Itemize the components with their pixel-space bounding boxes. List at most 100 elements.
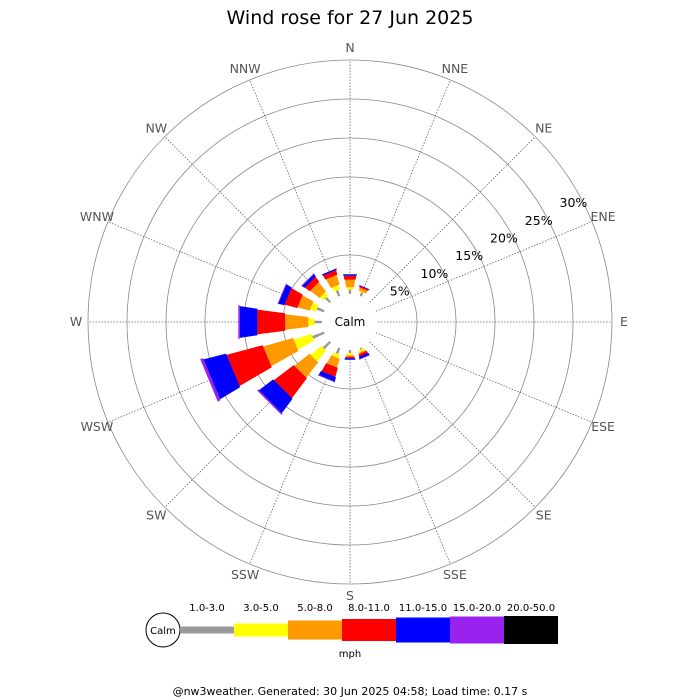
legend-swatch-5 xyxy=(450,616,504,644)
bar-nne-2 xyxy=(358,287,368,294)
legend-label-1: 3.0-5.0 xyxy=(243,603,278,614)
bar-nw-1 xyxy=(320,292,329,301)
legend-label-2: 5.0-8.0 xyxy=(297,603,332,614)
direction-label-nnw: NNW xyxy=(230,61,261,76)
bar-n-4 xyxy=(343,274,357,276)
bar-sw-5 xyxy=(257,389,283,415)
bar-nw-3 xyxy=(304,276,320,292)
calm-center: Calm xyxy=(324,296,376,348)
bar-wsw-5 xyxy=(200,358,221,402)
bar-w-3 xyxy=(257,309,286,335)
bar-s-2 xyxy=(345,355,355,357)
bar-ssw-4 xyxy=(318,370,336,382)
bar-nw-0 xyxy=(324,296,331,303)
grid-spoke xyxy=(375,332,593,423)
bar-nnw-1 xyxy=(331,284,340,292)
direction-label-se: SE xyxy=(536,508,552,523)
bar-sw-4 xyxy=(258,379,293,414)
bar-ssw-2 xyxy=(326,355,340,368)
direction-label-nne: NNE xyxy=(442,61,469,76)
footer-credit: @nw3weather. Generated: 30 Jun 2025 04:5… xyxy=(173,685,528,698)
calm-circle xyxy=(324,296,376,348)
direction-label-ese: ESE xyxy=(591,419,615,434)
bar-nne-0 xyxy=(359,292,364,297)
bar-nw-2 xyxy=(310,282,326,298)
bar-sse-2 xyxy=(358,349,367,355)
legend-label-5: 15.0-20.0 xyxy=(453,603,501,614)
legend-swatch-0 xyxy=(180,626,234,634)
legend-swatch-6 xyxy=(504,616,558,644)
direction-label-wsw: WSW xyxy=(81,419,114,434)
bar-s-4 xyxy=(344,358,356,360)
bar-wnw-5 xyxy=(277,283,287,305)
bar-wsw-2 xyxy=(263,338,299,367)
bar-n-2 xyxy=(344,279,356,288)
bar-w-0 xyxy=(314,320,322,324)
direction-label-wnw: WNW xyxy=(80,209,114,224)
calm-label: Calm xyxy=(335,315,366,329)
bar-s-0 xyxy=(348,350,352,354)
radial-tick-25: 25% xyxy=(525,213,553,228)
grid-spoke xyxy=(164,136,331,303)
bar-n-0 xyxy=(348,289,352,294)
radial-tick-15: 15% xyxy=(455,248,483,263)
bar-n-1 xyxy=(346,287,354,290)
bar-nw-4 xyxy=(302,274,316,288)
legend-calm-label: Calm xyxy=(150,626,176,637)
speed-legend: Calm 1.0-3.0 3.0-5.0 5.0-8.0 8.0-11.0 11.0-15… xyxy=(145,603,558,660)
bar-sse-5 xyxy=(359,354,371,360)
bar-nnw-0 xyxy=(335,289,341,297)
radial-tick-30: 30% xyxy=(560,195,588,210)
grid-spoke xyxy=(249,347,340,565)
bar-sse-3 xyxy=(358,350,368,357)
legend-swatch-2 xyxy=(288,620,342,640)
legend-swatch-3 xyxy=(342,619,396,641)
legend-swatch-1 xyxy=(234,623,288,637)
bar-w-4 xyxy=(239,306,258,338)
legend-label-3: 8.0-11.0 xyxy=(348,603,390,614)
grid-spoke xyxy=(375,221,593,312)
direction-labels: N NNE NE ENE E ESE SE SSE S SSW SW WSW W WNW NW NNW xyxy=(70,40,628,603)
grid-spoke xyxy=(360,79,451,297)
bar-wsw-0 xyxy=(312,331,325,339)
bar-sw-1 xyxy=(310,345,327,362)
legend-label-6: 20.0-50.0 xyxy=(507,603,555,614)
bar-nnw-3 xyxy=(323,270,338,280)
bar-nne-4 xyxy=(359,285,370,290)
bar-nne-3 xyxy=(359,285,369,291)
radial-tick-10: 10% xyxy=(421,266,449,281)
bar-wnw-3 xyxy=(284,288,303,308)
bar-wsw-4 xyxy=(203,353,241,400)
direction-label-nw: NW xyxy=(145,120,167,135)
bar-w-1 xyxy=(308,318,315,326)
bar-w-5 xyxy=(238,305,240,339)
grid-circle xyxy=(87,59,613,585)
polar-grid xyxy=(87,59,613,585)
bar-ssw-1 xyxy=(332,352,340,359)
grid-spoke xyxy=(369,136,536,303)
bar-wsw-3 xyxy=(226,345,272,387)
grid-spoke xyxy=(360,347,451,565)
bar-sse-4 xyxy=(358,352,370,359)
direction-label-ssw: SSW xyxy=(231,567,259,582)
bar-ssw-3 xyxy=(321,363,338,377)
direction-label-ne: NE xyxy=(535,120,552,135)
bar-s-1 xyxy=(347,353,353,356)
bar-wnw-0 xyxy=(316,307,325,313)
bar-nnw-2 xyxy=(326,274,340,289)
bar-nw-5 xyxy=(301,273,315,287)
bar-sse-1 xyxy=(358,348,365,353)
bar-n-3 xyxy=(343,275,357,280)
bar-nne-1 xyxy=(359,290,366,294)
bar-wnw-4 xyxy=(278,284,292,306)
bar-sw-3 xyxy=(273,365,307,399)
radial-tick-20: 20% xyxy=(490,231,518,246)
direction-label-sw: SW xyxy=(146,508,166,523)
direction-label-n: N xyxy=(345,40,354,55)
bar-w-2 xyxy=(285,314,309,330)
bar-ssw-0 xyxy=(335,347,341,355)
radial-tick-labels: 5% 10% 15% 20% 25% 30% xyxy=(390,195,588,299)
direction-label-e: E xyxy=(620,314,628,329)
direction-label-sse: SSE xyxy=(443,567,467,582)
